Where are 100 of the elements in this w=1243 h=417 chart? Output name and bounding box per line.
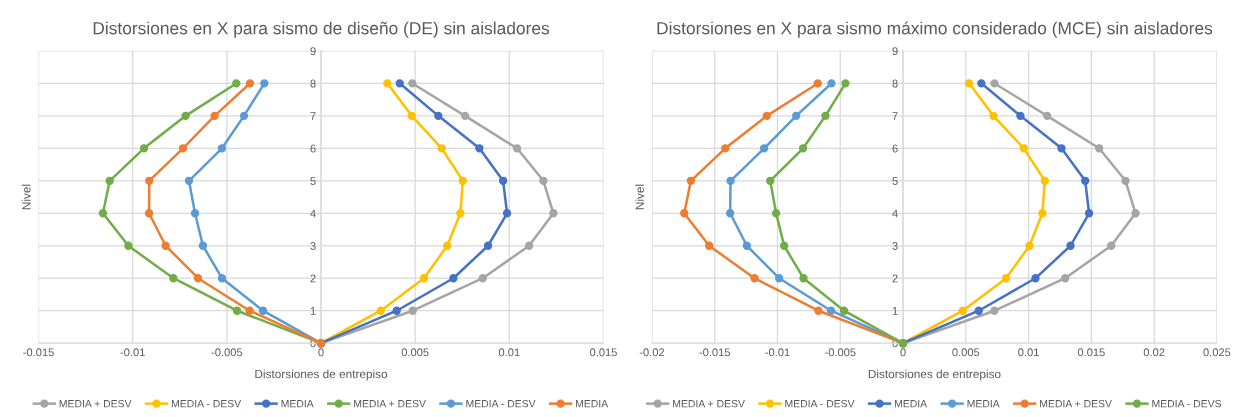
point [190, 209, 200, 218]
y-tick-label: 2 [310, 274, 316, 283]
x-tick-label: -0.01 [765, 348, 790, 357]
y-tick-label: 5 [892, 177, 898, 185]
x-tick-label: 0.02 [1143, 348, 1165, 357]
x-tick-label: -0.01 [120, 348, 145, 357]
point [193, 274, 203, 283]
legend-label: MEDIA + DESV [673, 400, 745, 408]
point [958, 306, 967, 315]
x-tick-label: 0.005 [401, 348, 429, 357]
point [1094, 144, 1104, 153]
point [169, 274, 178, 283]
point [145, 176, 154, 185]
point [814, 306, 823, 315]
point [483, 241, 493, 250]
x-tick-label: 0 [318, 348, 324, 357]
point [437, 144, 446, 153]
point [383, 79, 392, 88]
point [408, 79, 417, 88]
y-tick-label: 8 [310, 79, 316, 88]
point [144, 209, 154, 218]
point [502, 209, 512, 218]
point [742, 241, 752, 250]
point [827, 79, 836, 88]
x-tick-label: 0.01 [1018, 348, 1039, 357]
point [524, 241, 534, 250]
point [1107, 241, 1116, 250]
legend-label: MEDIA [967, 400, 1000, 408]
legend-label: MEDIA [895, 400, 928, 408]
y-tick-label: 7 [892, 112, 898, 120]
legend-label: MEDIA + DESV [1040, 400, 1112, 408]
point [178, 144, 188, 153]
point [443, 241, 452, 250]
y-tick-label: 1 [310, 307, 316, 315]
y-tick-label: 3 [310, 242, 316, 250]
point [434, 111, 443, 121]
point [1066, 241, 1075, 250]
y-tick-label: 9 [310, 47, 316, 56]
y-axis-title: Nivel [635, 184, 644, 210]
point [771, 209, 781, 218]
point [376, 306, 385, 315]
point [217, 274, 227, 283]
x-tick-label: -0.005 [211, 348, 243, 357]
point [245, 306, 254, 315]
legend-label: MEDIA - DESV [785, 400, 855, 408]
legend-label: MEDIA - DESV [466, 400, 536, 408]
point [799, 274, 808, 283]
y-tick-label: 6 [892, 144, 898, 153]
y-tick-label: 3 [892, 242, 898, 250]
x-tick-label: 0 [900, 348, 906, 357]
point [1042, 111, 1052, 121]
point [408, 306, 417, 315]
point [239, 111, 249, 121]
point [750, 274, 759, 283]
point [760, 144, 769, 153]
point [407, 111, 416, 121]
legend-label: MEDIA + DESV [59, 400, 132, 408]
point [826, 306, 836, 315]
point [1121, 176, 1130, 185]
point [686, 176, 696, 185]
y-tick-label: 4 [892, 209, 898, 218]
chart-title: Distorsiones en X para sismo máximo considerado (MCE) sin aisladores [657, 21, 1213, 38]
point [1060, 274, 1070, 283]
x-tick-label: -0.005 [825, 348, 856, 357]
point [725, 209, 735, 218]
point [210, 111, 219, 121]
point [762, 111, 771, 121]
x-tick-label: 0.005 [952, 348, 980, 357]
legend-label: MEDIA [576, 400, 609, 408]
y-tick-label: 8 [892, 79, 898, 88]
point [721, 144, 730, 153]
point [990, 306, 999, 315]
point [1001, 274, 1011, 283]
y-tick-label: 4 [310, 209, 316, 218]
point [539, 176, 548, 185]
point [841, 79, 850, 88]
point [813, 79, 822, 88]
point [392, 306, 401, 315]
point [1040, 176, 1049, 185]
point [475, 144, 484, 153]
point [161, 241, 170, 250]
y-axis-title: Nivel [21, 184, 31, 210]
x-tick-label: 0.025 [1203, 348, 1231, 357]
point [680, 209, 689, 218]
point [792, 111, 801, 121]
point [1031, 274, 1040, 283]
legend-label: MEDIA - DEVS [1152, 400, 1222, 408]
y-tick-label: 5 [310, 177, 316, 185]
point [105, 176, 114, 185]
x-tick-label: 0.015 [1077, 348, 1105, 357]
point [512, 144, 522, 153]
chart-title: Distorsiones en X para sismo de diseño (DE) sin aisladores [93, 21, 550, 38]
point [977, 79, 986, 88]
point [478, 274, 487, 283]
x-axis-title: Distorsiones de entrepiso [255, 369, 388, 381]
point [774, 274, 784, 283]
point [705, 241, 714, 250]
point [260, 79, 269, 88]
point [498, 176, 508, 185]
point [839, 306, 849, 315]
